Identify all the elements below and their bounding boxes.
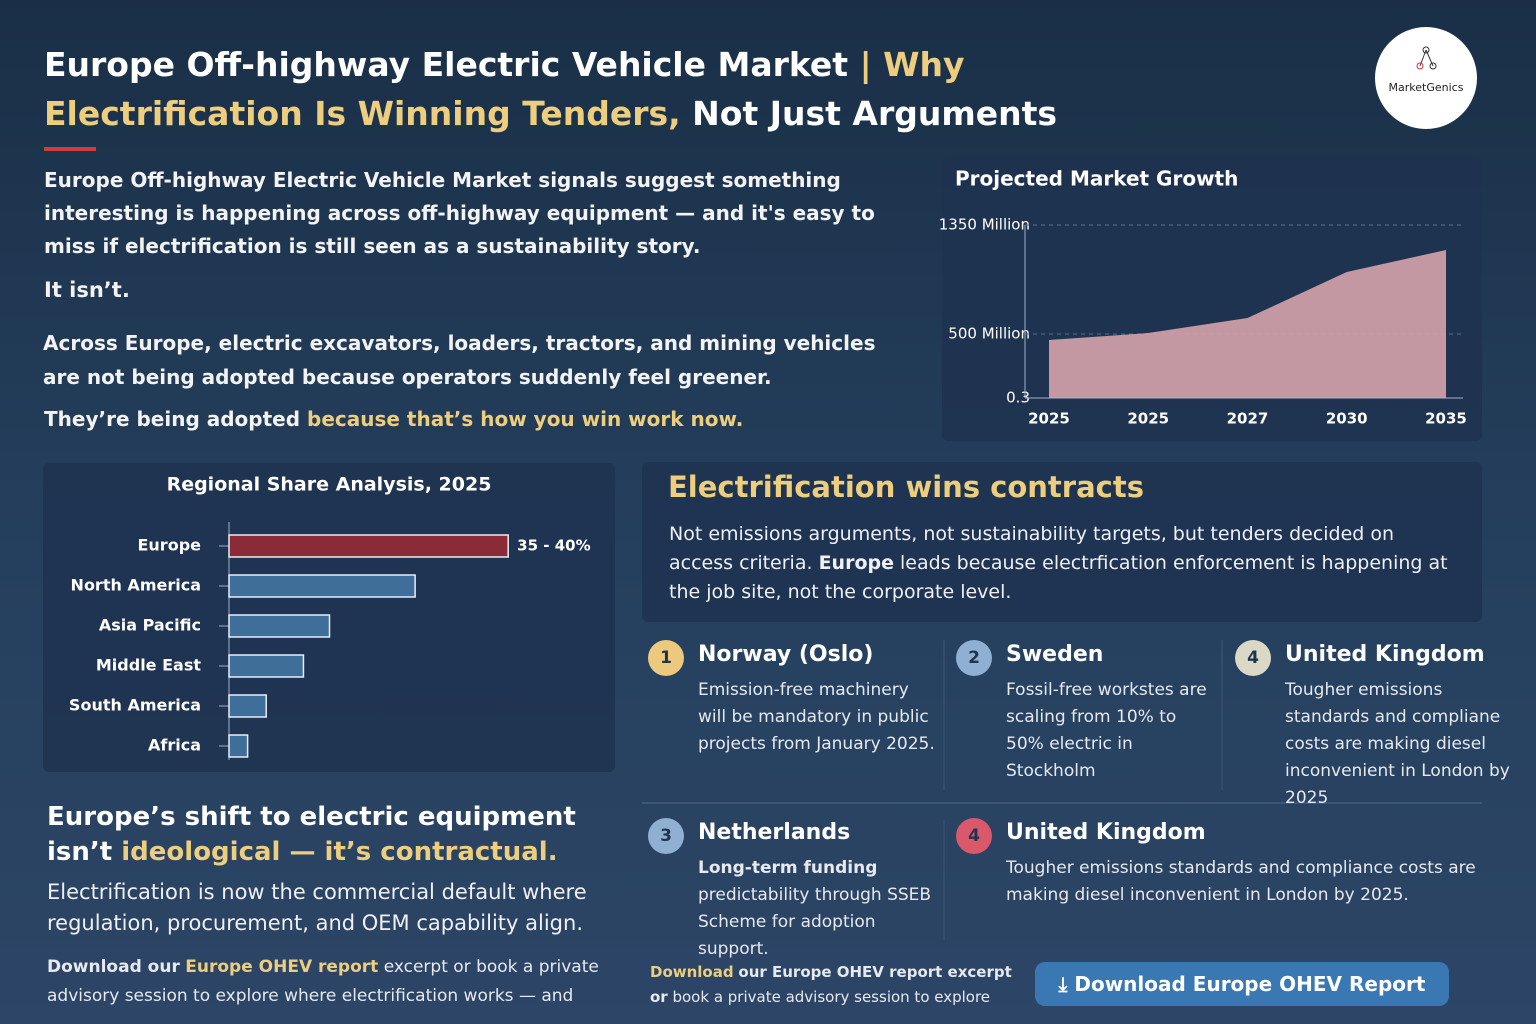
y-tick-label: Asia Pacific xyxy=(99,616,201,635)
download-button[interactable]: ⤓ Download Europe OHEV Report xyxy=(1035,962,1449,1006)
bar xyxy=(228,654,305,678)
bold: Download our xyxy=(47,957,180,977)
card-text: Tougher emissions standards and complian… xyxy=(1285,680,1510,808)
shift-body: Electrification is now the commercial de… xyxy=(47,880,587,935)
highlight: Download xyxy=(650,963,734,981)
y-tick-label: 1350 Million xyxy=(939,216,1030,234)
footer-cta: Download our Europe OHEV report excerpt … xyxy=(650,960,1030,1010)
contracts-body: Not emissions arguments, not sustainabil… xyxy=(669,520,1449,607)
text: predictability through SSEB Scheme for a… xyxy=(698,885,932,959)
highlight: ideological — it’s contractual. xyxy=(121,837,558,867)
card-text: Emission-free machinery will be mandator… xyxy=(698,680,935,754)
card: 4 United Kingdom Tougher emissions standar… xyxy=(1235,640,1525,812)
card-title: United Kingdom xyxy=(1006,820,1206,845)
card-text: Tougher emissions standards and complian… xyxy=(1006,858,1476,905)
title-part: Not Just Arguments xyxy=(692,94,1058,133)
contracts-title: Electrification wins contracts xyxy=(668,470,1144,504)
text: leads because electrfication enforcement… xyxy=(669,552,1448,603)
badge: 4 xyxy=(956,818,992,854)
y-tick-label: 500 Million xyxy=(948,324,1030,342)
y-tick-label: Europe xyxy=(137,536,201,555)
intro-text: It isn’t. xyxy=(44,278,130,302)
title-part: Europe Off-highway Electric Vehicle Mark… xyxy=(44,45,849,84)
badge: 2 xyxy=(956,640,992,676)
title-separator: | xyxy=(859,45,872,84)
button-icon: ⤓ xyxy=(1058,972,1075,996)
area xyxy=(1049,249,1446,398)
x-tick-label: 2025 xyxy=(1127,410,1169,428)
value-label: 35 - 40% xyxy=(517,537,590,555)
card-title: Sweden xyxy=(1006,642,1104,667)
card-text: Fossil-free workstes are scaling from 10… xyxy=(1006,680,1207,781)
shift-cta: Download our Europe OHEV report excerpt … xyxy=(47,953,607,1011)
intro-text: Across Europe, electric excavators, load… xyxy=(43,331,876,389)
contracts-panel xyxy=(642,462,1482,622)
bold: Europe xyxy=(818,552,894,574)
card: 2 Sweden Fossil-free workstes are scaling … xyxy=(956,640,1218,785)
text: They’re being adopted xyxy=(44,407,301,431)
badge: 4 xyxy=(1235,640,1271,676)
text: Europe’s shift to electric equipment isn… xyxy=(47,802,576,867)
bar xyxy=(228,734,249,758)
x-tick-label: 2025 xyxy=(1028,410,1070,428)
button-label: Download Europe OHEV Report xyxy=(1074,972,1426,996)
badge: 3 xyxy=(648,818,684,854)
card: 4 United Kingdom Tougher emissions standar… xyxy=(956,818,1476,909)
x-tick-label: 2035 xyxy=(1425,410,1467,428)
y-tick-label: South America xyxy=(69,696,201,715)
chart-title: Regional Share Analysis, 2025 xyxy=(167,474,492,496)
accent-line xyxy=(44,147,96,151)
title-highlight: Why Electrification Is Winning Tenders, xyxy=(44,45,965,133)
x-tick-label: 2027 xyxy=(1227,410,1269,428)
bold: Long-term funding xyxy=(698,858,878,878)
text: excerpt or book a private advisory sessi… xyxy=(47,957,599,1006)
y-tick-label: 0.3 xyxy=(1006,389,1030,407)
bold: our Europe OHEV report excerpt or xyxy=(650,963,1012,1006)
logo-text: MarketGenics xyxy=(1389,81,1464,94)
highlight: because that’s how you win work now. xyxy=(307,407,744,431)
text: book a private advisory session to explo… xyxy=(672,988,991,1006)
card: 3 Netherlands Long-term funding predictabi… xyxy=(648,818,938,963)
y-tick-label: North America xyxy=(71,576,201,595)
badge: 1 xyxy=(648,640,684,676)
x-tick-label: 2030 xyxy=(1326,410,1368,428)
card-title: United Kingdom xyxy=(1285,642,1485,667)
bar xyxy=(228,694,267,718)
card-title: Norway (Oslo) xyxy=(698,642,874,667)
card-text: Long-term funding predictability through… xyxy=(698,855,938,963)
card-title: Netherlands xyxy=(698,820,851,845)
card: 1 Norway (Oslo) Emission-free machinery wi… xyxy=(648,640,938,758)
logo-badge xyxy=(1375,27,1477,129)
y-tick-label: Africa xyxy=(148,736,201,755)
intro-text: Europe Off-highway Electric Vehicle Mark… xyxy=(44,168,875,258)
intro-text: They’re being adopted because that’s how… xyxy=(44,403,743,436)
bar xyxy=(228,534,509,558)
bar xyxy=(228,574,416,598)
title: Europe Off-highway Electric Vehicle Mark… xyxy=(44,40,1194,138)
bar xyxy=(228,614,331,638)
highlight: Europe OHEV report xyxy=(185,957,379,977)
shift-heading: Europe’s shift to electric equipment isn… xyxy=(47,800,587,870)
text: Not emissions arguments, not sustainabil… xyxy=(669,523,1395,574)
y-tick-label: Middle East xyxy=(96,656,201,675)
logo-icon xyxy=(1416,46,1437,70)
chart-title: Projected Market Growth xyxy=(955,167,1238,191)
